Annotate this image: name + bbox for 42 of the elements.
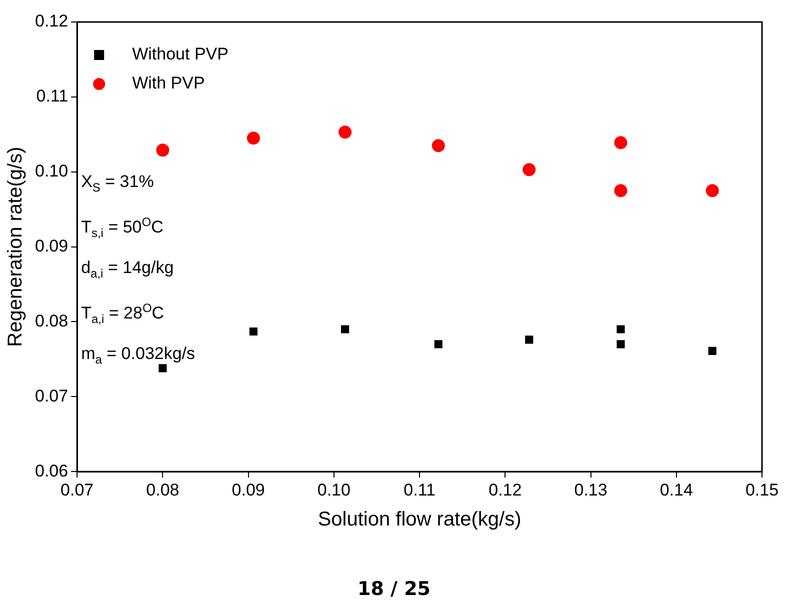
y-tick-label: 0.11	[36, 86, 68, 106]
point	[434, 340, 442, 348]
point	[525, 336, 534, 344]
legend-label: Without PVP	[132, 44, 228, 64]
y-tick-label: 0.09	[34, 236, 68, 256]
y-tick-label: 0.10	[34, 162, 68, 181]
x-axis-title: Solution flow rate(kg/s)	[318, 508, 522, 531]
point	[522, 163, 536, 176]
point	[616, 340, 625, 348]
x-tick-label: 0.08	[146, 480, 180, 500]
legend-label: With PVP	[132, 74, 205, 93]
y-tick-label: 0.12	[34, 12, 68, 31]
annotation: m$_{a}$ = 0.032kg/s	[81, 344, 196, 366]
y-tick-label: 0.08	[34, 311, 68, 330]
x-tick-label: 0.09	[232, 480, 265, 500]
point	[614, 136, 628, 150]
annotation: d$_{a,i}$ = 14g/kg	[81, 258, 174, 280]
x-tick-label: 0.14	[660, 480, 693, 500]
x-tick-label: 0.15	[745, 480, 779, 500]
point	[432, 139, 445, 152]
point	[708, 346, 716, 355]
y-tick-label: 0.06	[34, 461, 68, 480]
point	[156, 144, 170, 157]
annotation: T$_{s,i}$ = 50$^{O}$C	[81, 215, 164, 240]
x-tick-label: 0.12	[488, 480, 522, 500]
point	[616, 325, 625, 334]
point	[246, 132, 260, 145]
annotation: X$_{S}$ = 31%	[81, 172, 154, 194]
point	[706, 184, 719, 198]
point	[158, 364, 167, 372]
x-tick-label: 0.07	[60, 480, 94, 500]
text: 18 / 25	[356, 578, 432, 600]
point	[338, 126, 352, 139]
point	[614, 184, 628, 198]
x-tick-label: 0.13	[574, 480, 608, 500]
point	[249, 327, 258, 336]
point	[341, 325, 350, 334]
y-tick-label: 0.07	[34, 386, 68, 406]
annotation: T$_{a,i}$ = 28$^{O}$C	[81, 301, 164, 326]
x-tick-label: 0.11	[404, 480, 436, 500]
y-axis-title: Regeneration rate(g/s)	[4, 146, 27, 347]
x-tick-label: 0.10	[317, 480, 350, 500]
